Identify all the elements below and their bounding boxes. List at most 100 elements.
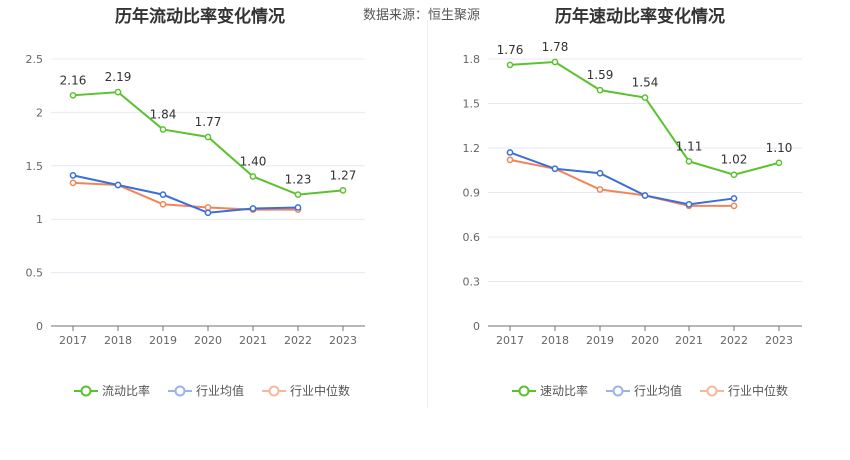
x-tick-label: 2021 bbox=[239, 334, 267, 347]
data-label: 1.23 bbox=[285, 173, 312, 187]
data-point bbox=[641, 94, 649, 101]
data-point bbox=[551, 58, 559, 66]
data-point bbox=[294, 191, 302, 198]
data-point bbox=[69, 91, 77, 99]
data-point bbox=[730, 202, 738, 210]
data-label: 1.10 bbox=[766, 141, 793, 155]
legend-item-current-ratio[interactable]: 流动比率 bbox=[74, 382, 150, 399]
legend-line-icon bbox=[700, 385, 725, 396]
y-tick-label: 2.5 bbox=[26, 53, 44, 66]
y-tick-label: 1.5 bbox=[463, 98, 481, 111]
y-tick-label: 0.6 bbox=[463, 231, 481, 244]
data-point bbox=[775, 159, 783, 167]
data-label: 1.40 bbox=[240, 154, 267, 168]
legend-label: 行业中位数 bbox=[728, 384, 789, 398]
data-point bbox=[685, 158, 693, 165]
data-label: 1.11 bbox=[676, 139, 703, 153]
data-label: 1.84 bbox=[150, 107, 177, 121]
series-line-行业中位数 bbox=[509, 158, 734, 207]
y-tick-label: 1.2 bbox=[463, 142, 481, 155]
x-tick-label: 2019 bbox=[586, 334, 614, 347]
data-label: 1.76 bbox=[497, 43, 524, 57]
data-point bbox=[204, 133, 212, 141]
data-point bbox=[730, 171, 738, 179]
chart-title-current-ratio: 历年流动比率变化情况 bbox=[115, 7, 285, 27]
legend-line-icon bbox=[606, 385, 631, 396]
data-point bbox=[506, 61, 514, 69]
legend-line-icon bbox=[168, 385, 193, 396]
legend-line-icon bbox=[74, 385, 98, 396]
data-point bbox=[730, 195, 738, 202]
data-label: 1.27 bbox=[330, 168, 357, 182]
y-tick-label: 1.8 bbox=[463, 53, 481, 66]
y-tick-label: 1 bbox=[36, 213, 43, 226]
data-label: 1.02 bbox=[721, 153, 748, 167]
x-tick-label: 2023 bbox=[765, 334, 793, 347]
quick-ratio-legend: 速动比率 行业均值 行业中位数 bbox=[512, 382, 806, 399]
data-label: 1.77 bbox=[195, 115, 222, 129]
current-ratio-chart: 0 0.5 1 1.5 2 2.5 2017 2018 2019 2020 2021 2022 2023… bbox=[26, 53, 365, 347]
x-tick-label: 2017 bbox=[496, 334, 524, 347]
data-point bbox=[249, 173, 257, 180]
y-tick-label: 2 bbox=[36, 106, 43, 119]
data-point bbox=[159, 191, 167, 198]
quick-ratio-chart: 0 0.3 0.6 0.9 1.2 1.5 1.8 2017 2018 2019 2020 2021 2… bbox=[463, 40, 802, 347]
legend-item-quick-ratio[interactable]: 速动比率 bbox=[512, 382, 588, 399]
legend-line-icon bbox=[512, 385, 536, 396]
data-point bbox=[159, 126, 167, 133]
x-tick-label: 2020 bbox=[194, 334, 222, 347]
x-tick-label: 2020 bbox=[631, 334, 659, 347]
y-tick-label: 0.3 bbox=[463, 276, 481, 289]
x-tick-label: 2017 bbox=[59, 334, 87, 347]
data-point bbox=[596, 169, 604, 177]
data-label: 2.19 bbox=[105, 70, 132, 84]
data-point bbox=[159, 200, 167, 208]
legend-item-industry-median[interactable]: 行业中位数 bbox=[700, 382, 788, 399]
legend-item-industry-median[interactable]: 行业中位数 bbox=[262, 382, 350, 399]
data-label: 2.16 bbox=[60, 73, 87, 87]
data-source-label: 数据来源：恒生聚源 bbox=[363, 8, 481, 23]
legend-label: 行业中位数 bbox=[290, 384, 351, 398]
y-tick-label: 0.5 bbox=[26, 267, 44, 280]
data-label: 1.59 bbox=[587, 68, 614, 82]
x-tick-label: 2019 bbox=[149, 334, 177, 347]
legend-label: 流动比率 bbox=[102, 384, 151, 398]
legend-item-industry-mean[interactable]: 行业均值 bbox=[606, 382, 682, 399]
series-line-行业中位数 bbox=[72, 181, 298, 211]
data-point bbox=[596, 186, 604, 193]
x-tick-label: 2022 bbox=[284, 334, 312, 347]
data-point bbox=[294, 204, 302, 211]
data-point bbox=[69, 179, 77, 187]
data-point bbox=[596, 86, 604, 94]
data-point bbox=[641, 192, 649, 199]
data-label: 1.54 bbox=[632, 76, 659, 90]
x-tick-label: 2021 bbox=[675, 334, 703, 347]
y-tick-label: 1.5 bbox=[26, 160, 44, 173]
x-tick-label: 2018 bbox=[541, 334, 569, 347]
legend-label: 行业均值 bbox=[196, 384, 245, 398]
y-tick-label: 0.9 bbox=[463, 187, 481, 200]
data-point bbox=[685, 201, 693, 208]
data-point bbox=[69, 172, 77, 179]
x-tick-label: 2018 bbox=[104, 334, 132, 347]
series-line-行业均值 bbox=[509, 151, 735, 206]
data-point bbox=[114, 181, 122, 189]
data-point bbox=[114, 88, 122, 96]
data-point bbox=[551, 165, 559, 173]
legend-line-icon bbox=[262, 385, 287, 396]
legend-item-industry-mean[interactable]: 行业均值 bbox=[168, 382, 244, 399]
x-tick-label: 2022 bbox=[720, 334, 748, 347]
data-point bbox=[339, 187, 347, 194]
chart-divider bbox=[427, 20, 428, 408]
current-ratio-legend: 流动比率 行业均值 行业中位数 bbox=[74, 382, 368, 399]
data-label: 1.78 bbox=[542, 40, 569, 54]
y-tick-label: 0 bbox=[473, 320, 480, 333]
legend-label: 速动比率 bbox=[540, 384, 589, 398]
data-point bbox=[204, 204, 212, 211]
data-point bbox=[204, 209, 212, 217]
chart-title-quick-ratio: 历年速动比率变化情况 bbox=[555, 7, 725, 27]
data-point bbox=[249, 205, 257, 212]
y-tick-label: 0 bbox=[36, 320, 43, 333]
data-point bbox=[506, 156, 514, 164]
x-tick-label: 2023 bbox=[329, 334, 357, 347]
